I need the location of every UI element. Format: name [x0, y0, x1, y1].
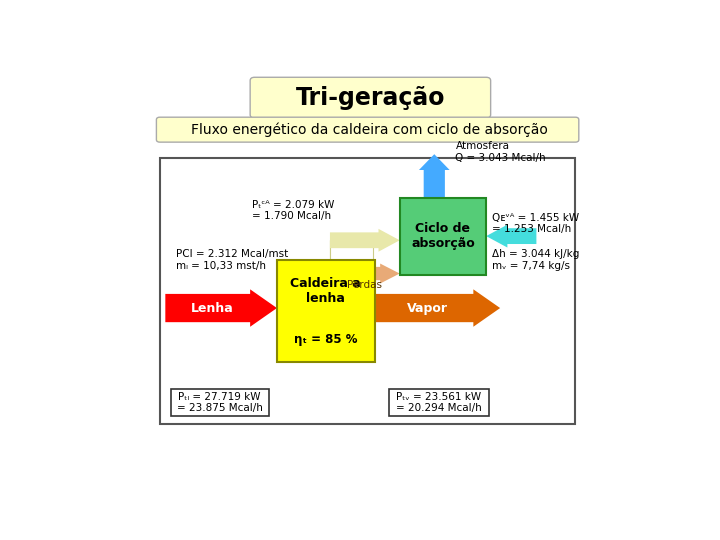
- Text: Lenha: Lenha: [191, 301, 233, 314]
- Bar: [171, 389, 269, 416]
- FancyArrow shape: [330, 229, 400, 252]
- Bar: [330, 240, 373, 260]
- Text: Δh = 3.044 kJ/kg
mᵥ = 7,74 kg/s: Δh = 3.044 kJ/kg mᵥ = 7,74 kg/s: [492, 249, 579, 271]
- Text: ηₜ = 85 %: ηₜ = 85 %: [294, 333, 358, 346]
- Text: Pₜₗ = 27.719 kW
= 23.875 Mcal/h: Pₜₗ = 27.719 kW = 23.875 Mcal/h: [177, 392, 263, 414]
- Text: Caldeira a
lenha: Caldeira a lenha: [290, 277, 361, 305]
- FancyArrow shape: [330, 264, 400, 284]
- Text: Vapor: Vapor: [407, 301, 448, 314]
- Bar: [160, 158, 575, 424]
- Bar: [277, 260, 374, 362]
- FancyArrow shape: [374, 289, 500, 327]
- FancyBboxPatch shape: [156, 117, 579, 142]
- Text: PCI = 2.312 Mcal/mst
mₗ = 10,33 mst/h: PCI = 2.312 Mcal/mst mₗ = 10,33 mst/h: [176, 249, 289, 271]
- Text: Perdas: Perdas: [347, 280, 382, 290]
- FancyArrow shape: [419, 154, 449, 198]
- Text: Qᴇᵛᴬ = 1.455 kW
= 1.253 Mcal/h: Qᴇᵛᴬ = 1.455 kW = 1.253 Mcal/h: [492, 213, 579, 234]
- Text: Fluxo energético da caldeira com ciclo de absorção: Fluxo energético da caldeira com ciclo d…: [191, 123, 547, 137]
- Text: Pₜᶜᴬ = 2.079 kW
= 1.790 Mcal/h: Pₜᶜᴬ = 2.079 kW = 1.790 Mcal/h: [252, 199, 334, 221]
- Bar: [330, 240, 351, 260]
- Text: Atmosfera
Q = 3.043 Mcal/h: Atmosfera Q = 3.043 Mcal/h: [456, 141, 546, 163]
- Bar: [389, 389, 489, 416]
- Text: Pₜᵥ = 23.561 kW
= 20.294 Mcal/h: Pₜᵥ = 23.561 kW = 20.294 Mcal/h: [396, 392, 482, 414]
- Text: Tri-geração: Tri-geração: [296, 86, 446, 110]
- Text: Ciclo de
absorção: Ciclo de absorção: [411, 222, 474, 251]
- FancyBboxPatch shape: [250, 77, 490, 118]
- FancyArrow shape: [166, 289, 277, 327]
- FancyArrow shape: [486, 225, 536, 247]
- Bar: [400, 198, 486, 275]
